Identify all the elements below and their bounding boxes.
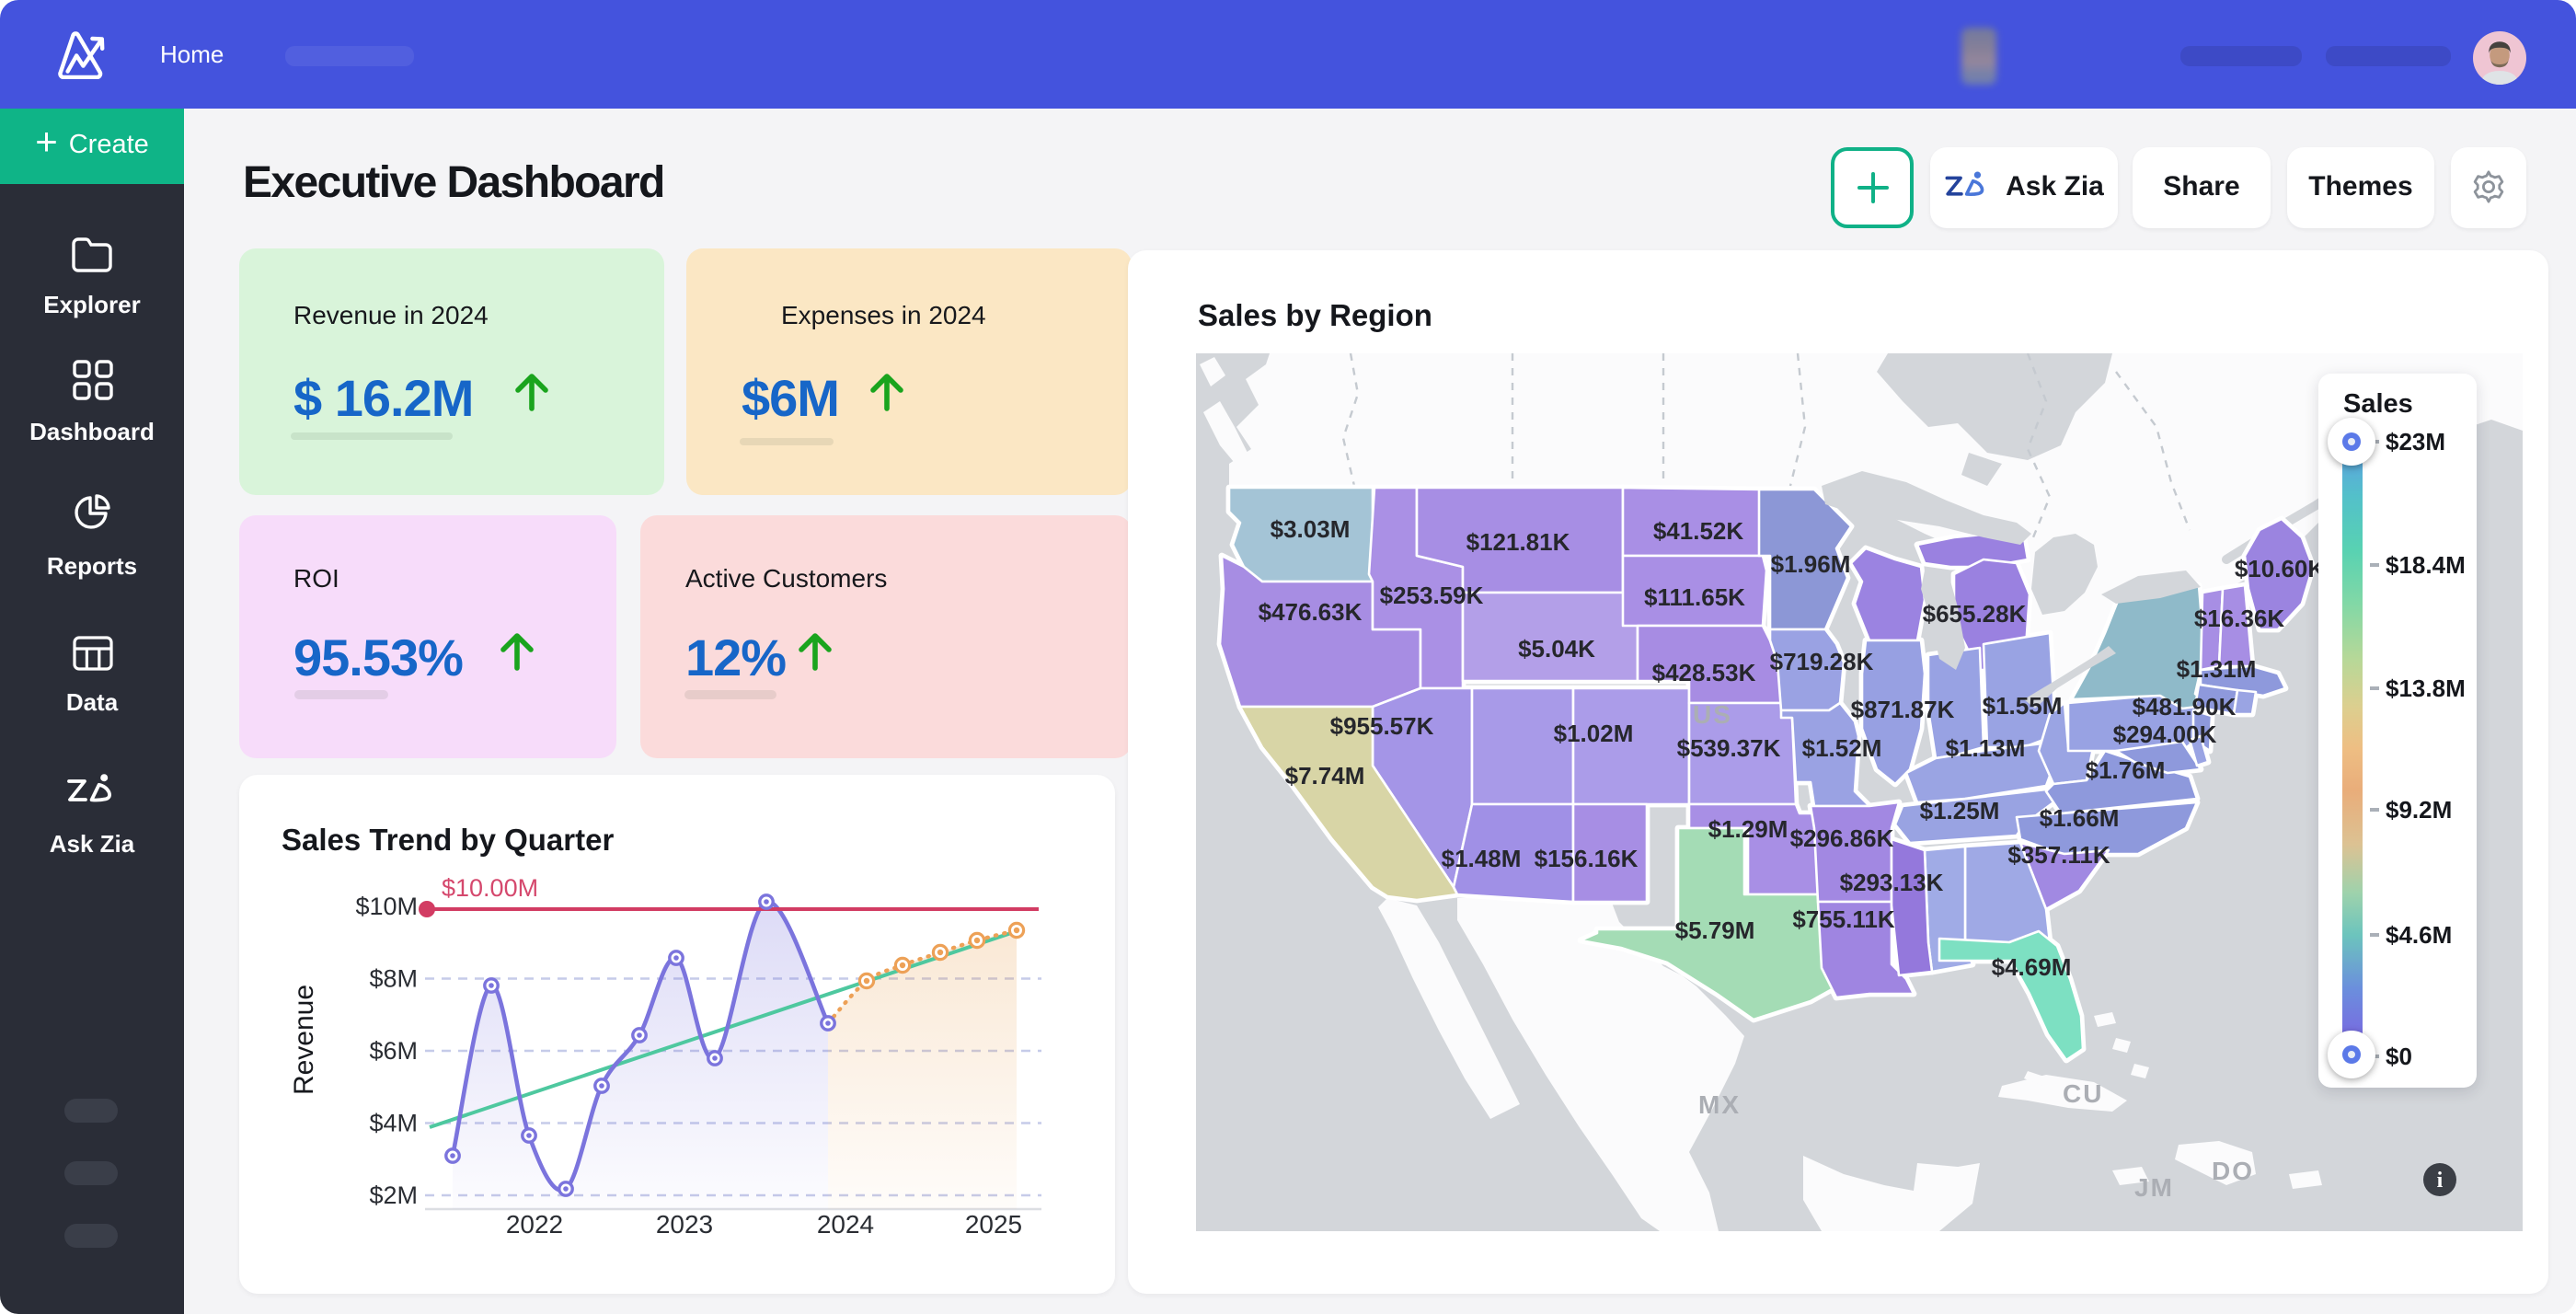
svg-text:Revenue: Revenue: [289, 985, 319, 1095]
svg-text:$481.90K: $481.90K: [2133, 692, 2237, 720]
svg-text:$10.00M: $10.00M: [442, 874, 538, 902]
svg-text:$428.53K: $428.53K: [1652, 658, 1756, 686]
svg-text:2022: 2022: [506, 1210, 563, 1239]
svg-text:$296.86K: $296.86K: [1790, 824, 1894, 851]
svg-text:$253.59K: $253.59K: [1380, 581, 1484, 608]
svg-text:$293.13K: $293.13K: [1840, 868, 1944, 895]
svg-text:$10M: $10M: [355, 893, 418, 920]
svg-text:$1.48M: $1.48M: [1442, 844, 1522, 871]
svg-text:2023: 2023: [656, 1210, 713, 1239]
svg-text:JM: JM: [2134, 1172, 2174, 1201]
svg-text:$1.31M: $1.31M: [2177, 654, 2257, 682]
svg-text:$1.29M: $1.29M: [1708, 814, 1788, 842]
svg-text:$6M: $6M: [369, 1037, 418, 1065]
svg-text:$755.11K: $755.11K: [1792, 905, 1895, 932]
svg-text:$955.57K: $955.57K: [1330, 711, 1434, 739]
svg-text:$1.02M: $1.02M: [1554, 719, 1634, 746]
svg-text:US: US: [1693, 699, 1732, 728]
svg-text:MX: MX: [1698, 1089, 1741, 1118]
svg-text:$294.00K: $294.00K: [2113, 720, 2217, 747]
svg-text:$16.36K: $16.36K: [2194, 604, 2285, 631]
svg-text:$41.52K: $41.52K: [1653, 516, 1744, 544]
svg-text:$1.25M: $1.25M: [1920, 796, 2000, 824]
svg-text:$3.03M: $3.03M: [1271, 514, 1351, 542]
svg-text:$1.13M: $1.13M: [1946, 733, 2026, 761]
svg-text:$539.37K: $539.37K: [1677, 733, 1781, 761]
svg-text:2024: 2024: [817, 1210, 874, 1239]
svg-text:$1.55M: $1.55M: [1983, 691, 2063, 719]
svg-text:$7.74M: $7.74M: [1285, 761, 1365, 789]
svg-text:$357.11K: $357.11K: [2007, 840, 2110, 868]
svg-text:CU: CU: [2063, 1078, 2103, 1107]
svg-text:$476.63K: $476.63K: [1259, 597, 1363, 625]
svg-text:$10.60K: $10.60K: [2235, 554, 2326, 582]
svg-text:$655.28K: $655.28K: [1923, 599, 2027, 627]
svg-text:$1.76M: $1.76M: [2086, 755, 2166, 783]
svg-text:$5.04K: $5.04K: [1518, 634, 1595, 662]
svg-text:$121.81K: $121.81K: [1466, 527, 1570, 555]
svg-text:$156.16K: $156.16K: [1535, 844, 1639, 871]
svg-text:2025: 2025: [965, 1210, 1022, 1239]
svg-text:$1.96M: $1.96M: [1771, 549, 1851, 577]
svg-text:$2M: $2M: [369, 1181, 418, 1209]
svg-text:$5.79M: $5.79M: [1675, 916, 1755, 943]
svg-text:$1.66M: $1.66M: [2040, 803, 2120, 831]
svg-text:$871.87K: $871.87K: [1851, 695, 1955, 722]
svg-text:$111.65K: $111.65K: [1644, 582, 1745, 610]
svg-text:$8M: $8M: [369, 965, 418, 993]
svg-text:$1.52M: $1.52M: [1802, 733, 1882, 761]
svg-text:$719.28K: $719.28K: [1770, 647, 1874, 674]
svg-text:$4M: $4M: [369, 1110, 418, 1137]
svg-text:$4.69M: $4.69M: [1992, 952, 2072, 980]
svg-text:DO: DO: [2212, 1156, 2254, 1184]
